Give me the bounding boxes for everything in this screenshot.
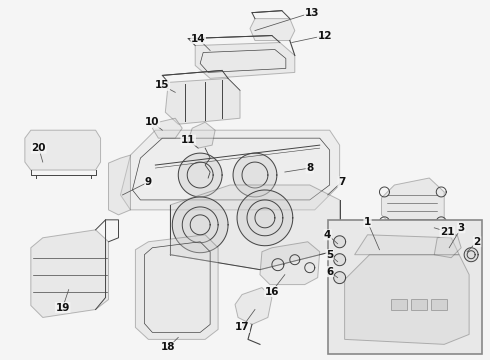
Polygon shape [392, 298, 407, 310]
Polygon shape [334, 254, 345, 266]
Polygon shape [235, 288, 272, 324]
Polygon shape [121, 130, 340, 210]
Polygon shape [31, 230, 108, 318]
Polygon shape [171, 185, 340, 270]
Text: 9: 9 [145, 177, 152, 187]
FancyBboxPatch shape [328, 220, 482, 354]
Polygon shape [195, 42, 295, 78]
Polygon shape [260, 242, 319, 285]
Text: 10: 10 [145, 117, 160, 127]
Polygon shape [431, 298, 447, 310]
Text: 4: 4 [324, 230, 331, 240]
Text: 15: 15 [155, 80, 170, 90]
Polygon shape [355, 235, 459, 255]
Polygon shape [412, 298, 427, 310]
Polygon shape [344, 255, 469, 345]
Text: 14: 14 [191, 33, 205, 44]
Polygon shape [108, 155, 130, 215]
Polygon shape [178, 153, 222, 197]
Text: 7: 7 [338, 177, 345, 187]
Text: 18: 18 [161, 342, 175, 352]
Text: 11: 11 [181, 135, 196, 145]
Text: 6: 6 [326, 267, 333, 276]
Polygon shape [152, 118, 182, 138]
Text: 5: 5 [326, 250, 333, 260]
Text: 21: 21 [440, 227, 454, 237]
Polygon shape [188, 122, 215, 148]
Polygon shape [135, 235, 218, 339]
Polygon shape [334, 236, 345, 248]
Polygon shape [464, 248, 478, 262]
Polygon shape [334, 272, 345, 284]
Polygon shape [165, 78, 240, 124]
Polygon shape [237, 190, 293, 246]
Text: 17: 17 [235, 323, 249, 332]
Text: 20: 20 [31, 143, 46, 153]
Polygon shape [233, 153, 277, 197]
Text: 1: 1 [364, 217, 371, 227]
Text: 19: 19 [55, 302, 70, 312]
Text: 12: 12 [318, 31, 332, 41]
Text: 3: 3 [458, 223, 465, 233]
Text: 8: 8 [306, 163, 314, 173]
Polygon shape [382, 178, 444, 228]
Polygon shape [172, 197, 228, 253]
Polygon shape [25, 130, 100, 170]
Text: 2: 2 [473, 237, 481, 247]
Text: 13: 13 [304, 8, 319, 18]
Text: 16: 16 [265, 287, 279, 297]
Polygon shape [434, 235, 461, 258]
Polygon shape [250, 19, 295, 41]
